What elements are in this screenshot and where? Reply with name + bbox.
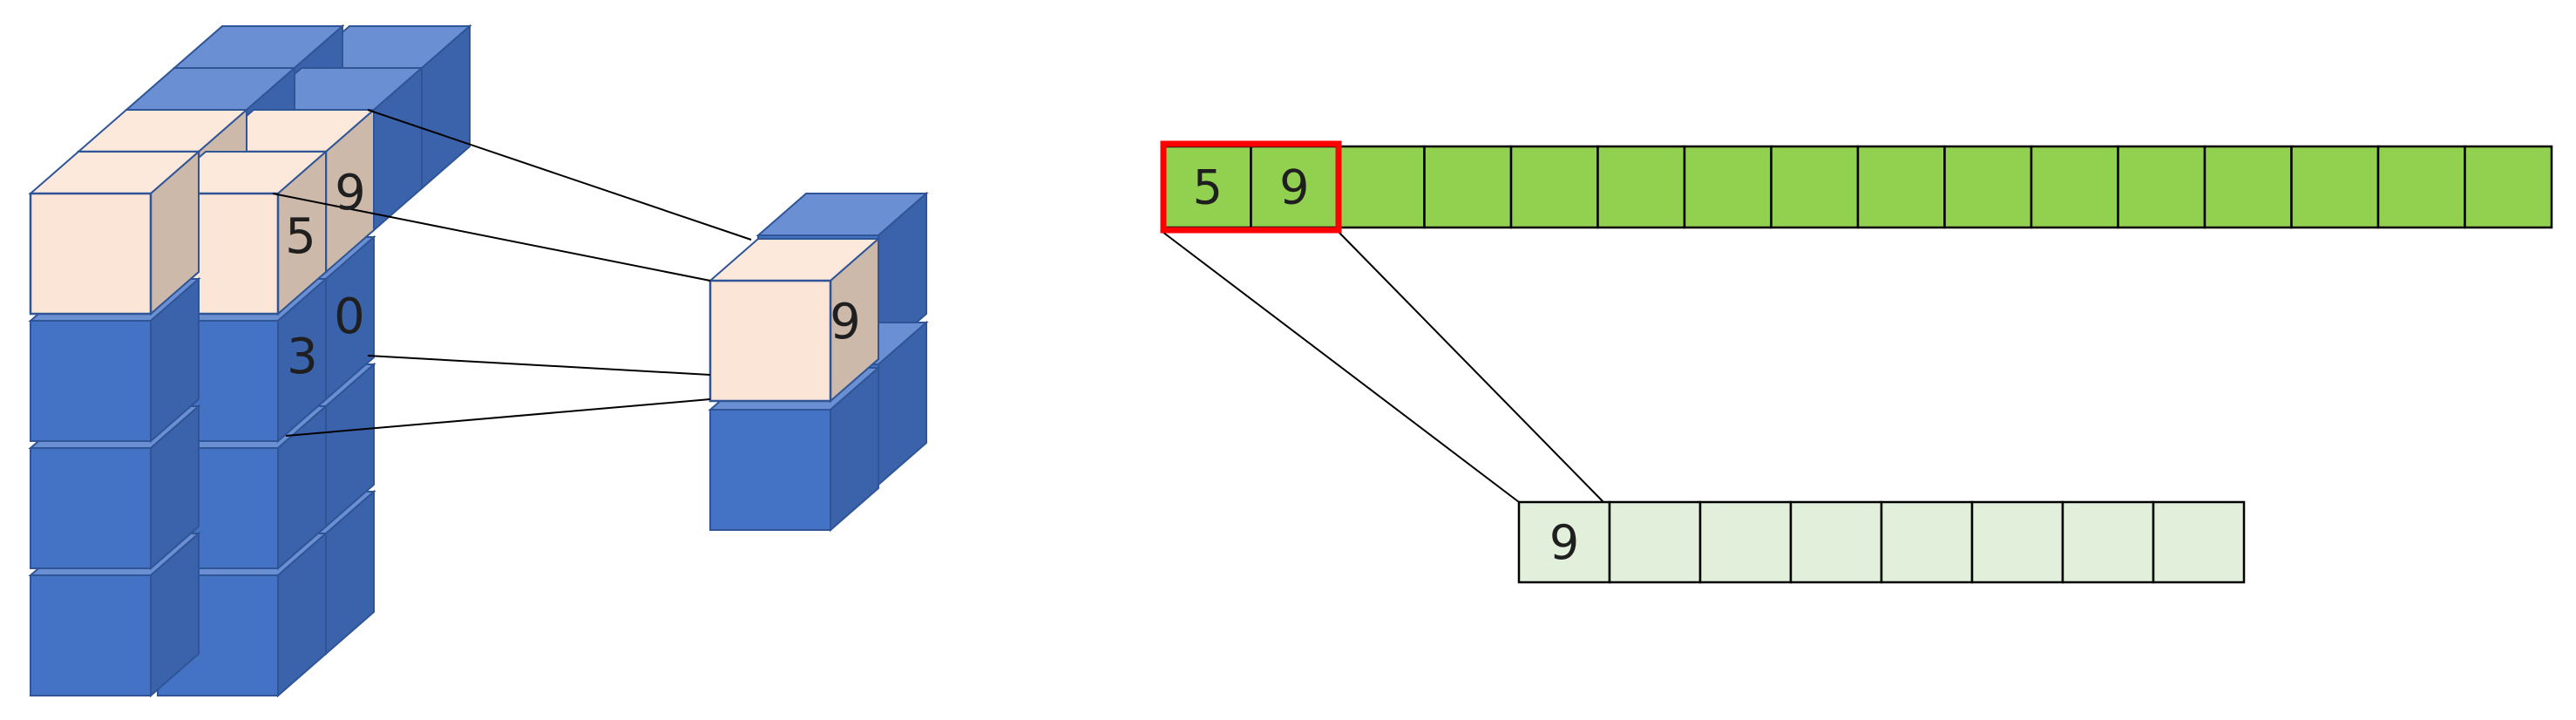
input-array-cell xyxy=(2464,145,2553,229)
pooled-cube-stack xyxy=(708,191,929,533)
connector-line xyxy=(367,355,711,376)
input-array-cell xyxy=(1423,145,1513,229)
feature-volume xyxy=(28,24,472,698)
cube-front-face xyxy=(708,279,832,403)
input-array-cell xyxy=(2030,145,2119,229)
connector-line xyxy=(1338,231,1604,503)
cube-front-face xyxy=(29,192,153,316)
cube-front-face xyxy=(30,574,152,696)
output-array-cell xyxy=(1880,500,1974,584)
input-array-cell xyxy=(1683,145,1773,229)
input-array-cell xyxy=(1943,145,2033,229)
output-array-cell xyxy=(1608,500,1702,584)
connector-line xyxy=(367,109,752,241)
input-array-cell-value: 9 xyxy=(1279,160,1309,215)
connector-line xyxy=(285,398,711,437)
cube-front-face xyxy=(709,409,831,531)
connector-lines xyxy=(272,109,1604,503)
output-array-cell xyxy=(1789,500,1883,584)
input-array-cell xyxy=(2203,145,2293,229)
connector-line xyxy=(272,193,711,282)
input-array-cell xyxy=(2376,145,2466,229)
input-array-cell xyxy=(1336,145,1426,229)
output-array-cell xyxy=(2152,500,2246,584)
pooled-cube-highlight xyxy=(708,236,881,404)
volume-value-front-top: 5 xyxy=(285,208,316,265)
connector-line xyxy=(1162,231,1520,503)
volume-value-back-second: 0 xyxy=(334,289,365,345)
output-array-cell xyxy=(1970,500,2064,584)
input-array-cell xyxy=(2290,145,2380,229)
input-array-cell xyxy=(1596,145,1686,229)
output-array-cell xyxy=(1517,500,1611,584)
highlighted-cube xyxy=(28,149,201,316)
output-array-cell-value: 9 xyxy=(1549,515,1579,570)
input-array-cell xyxy=(1509,145,1599,229)
input-array-cell xyxy=(1856,145,1946,229)
input-array-cell xyxy=(1163,145,1252,229)
volume-value-back-top: 9 xyxy=(335,165,366,221)
input-array-cell-value: 5 xyxy=(1193,160,1223,215)
output-array-cell xyxy=(2061,500,2155,584)
output-array: 9 xyxy=(1517,500,2246,584)
volume-value-front-second: 3 xyxy=(287,329,318,385)
input-array-cell xyxy=(2117,145,2207,229)
cube-front-face xyxy=(30,447,152,569)
output-array-cell xyxy=(1698,500,1793,584)
cube-front-face xyxy=(30,320,152,442)
pooled-cube-value: 9 xyxy=(830,294,861,350)
selection-window xyxy=(1160,140,1342,234)
input-array-cell xyxy=(1770,145,1860,229)
